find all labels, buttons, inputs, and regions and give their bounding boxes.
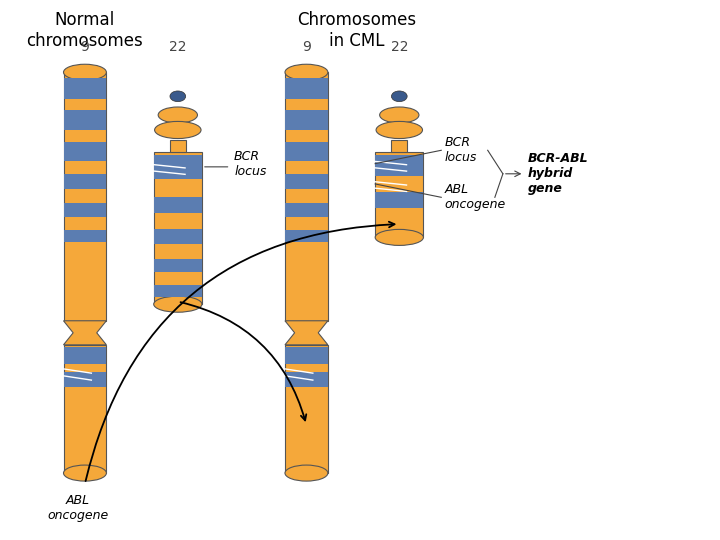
Polygon shape — [285, 72, 328, 321]
Polygon shape — [285, 203, 328, 217]
Polygon shape — [375, 192, 423, 208]
Polygon shape — [375, 154, 423, 176]
Ellipse shape — [376, 122, 423, 139]
Polygon shape — [153, 230, 202, 244]
Polygon shape — [285, 141, 328, 161]
Polygon shape — [63, 110, 107, 130]
Text: 22: 22 — [390, 39, 408, 53]
Polygon shape — [63, 203, 107, 217]
Polygon shape — [153, 152, 202, 304]
Text: BCR-ABL
hybrid
gene: BCR-ABL hybrid gene — [528, 152, 588, 195]
Polygon shape — [285, 78, 328, 99]
Polygon shape — [285, 345, 328, 473]
Text: BCR
locus: BCR locus — [234, 150, 266, 178]
Ellipse shape — [285, 465, 328, 481]
Polygon shape — [285, 372, 328, 387]
Polygon shape — [285, 230, 328, 242]
Ellipse shape — [158, 107, 197, 123]
Polygon shape — [153, 286, 202, 297]
Polygon shape — [391, 140, 408, 152]
Ellipse shape — [379, 107, 419, 123]
Polygon shape — [63, 348, 107, 363]
Polygon shape — [285, 110, 328, 130]
Text: Normal
chromosomes: Normal chromosomes — [27, 11, 143, 50]
Ellipse shape — [63, 64, 107, 80]
Polygon shape — [63, 174, 107, 189]
Polygon shape — [170, 140, 186, 152]
Ellipse shape — [392, 91, 407, 102]
Polygon shape — [285, 174, 328, 189]
Text: ABL
oncogene: ABL oncogene — [48, 495, 109, 523]
Polygon shape — [63, 141, 107, 161]
Polygon shape — [153, 154, 202, 179]
Ellipse shape — [63, 465, 107, 481]
Text: ABL
oncogene: ABL oncogene — [445, 183, 506, 211]
Polygon shape — [63, 230, 107, 242]
Polygon shape — [285, 321, 328, 345]
Polygon shape — [153, 259, 202, 272]
Ellipse shape — [375, 230, 423, 245]
Text: 9: 9 — [302, 39, 311, 53]
Text: BCR
locus: BCR locus — [445, 136, 477, 164]
Ellipse shape — [170, 91, 186, 102]
Ellipse shape — [285, 64, 328, 80]
Text: 9: 9 — [81, 39, 89, 53]
Polygon shape — [63, 72, 107, 321]
Text: 22: 22 — [169, 39, 186, 53]
Ellipse shape — [153, 296, 202, 312]
Polygon shape — [63, 345, 107, 473]
Polygon shape — [63, 372, 107, 387]
Polygon shape — [375, 152, 423, 238]
Polygon shape — [63, 321, 107, 345]
Polygon shape — [63, 78, 107, 99]
Text: Chromosomes
in CML: Chromosomes in CML — [297, 11, 416, 50]
Polygon shape — [285, 348, 328, 363]
Ellipse shape — [155, 122, 201, 139]
Polygon shape — [153, 197, 202, 213]
